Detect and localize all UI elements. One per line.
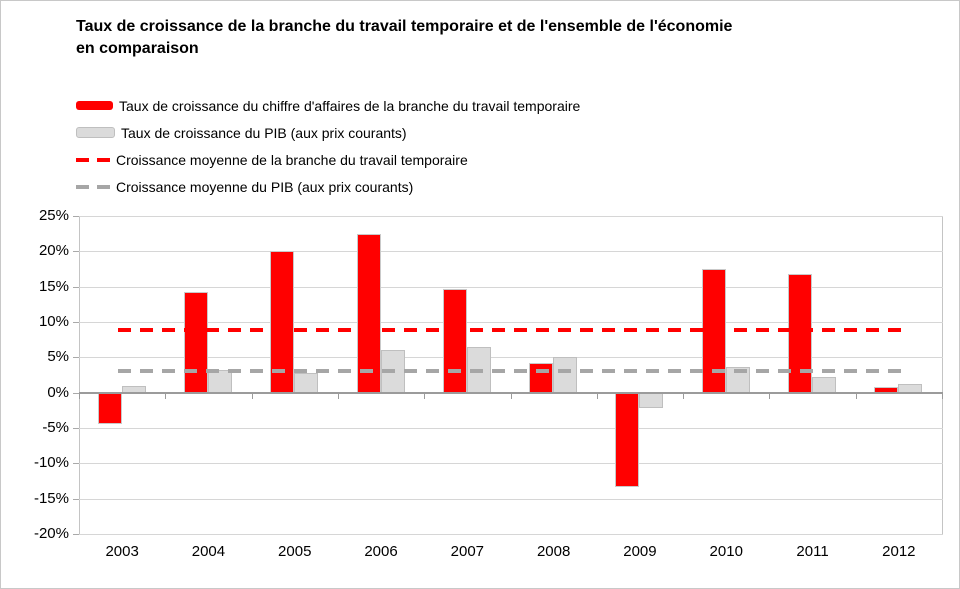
bar-temp-2009 (615, 392, 640, 488)
bar-temp-2007 (442, 289, 467, 393)
gray-dash-swatch-icon (76, 184, 110, 189)
y-axis-label: -15% (33, 489, 69, 507)
y-axis-tick (73, 392, 79, 394)
gridline (79, 322, 943, 323)
legend-label: Taux de croissance du PIB (aux prix cour… (121, 124, 407, 141)
gridline (79, 498, 943, 500)
x-axis-label-2004: 2004 (191, 543, 226, 560)
gridline (79, 357, 943, 359)
legend-label: Taux de croissance du chiffre d'affaires… (119, 97, 581, 114)
x-axis-tick (942, 393, 943, 399)
y-axis-tick (73, 463, 79, 465)
bar-pib-2009 (639, 392, 664, 409)
x-axis-tick (510, 393, 512, 399)
gridline (79, 216, 943, 217)
gridline (79, 251, 943, 253)
chart-legend: Taux de croissance du chiffre d'affaires… (76, 92, 580, 200)
y-axis-tick (73, 216, 79, 217)
bar-temp-2006 (356, 234, 381, 393)
mean-line-pib (118, 369, 902, 374)
red-bar-swatch-icon (76, 101, 113, 110)
bar-temp-2003 (97, 392, 122, 424)
y-axis-tick (73, 286, 79, 288)
x-axis-label-2008: 2008 (536, 543, 571, 560)
legend-item-temp-mean: Croissance moyenne de la branche du trav… (76, 146, 580, 173)
bar-pib-2008 (553, 357, 578, 393)
x-axis-label-2009: 2009 (623, 543, 657, 560)
x-axis-label-2007: 2007 (450, 543, 485, 560)
x-axis-tick (424, 393, 426, 399)
y-axis-tick (73, 357, 79, 359)
x-axis-tick (855, 393, 857, 399)
y-axis-label: 0% (47, 383, 69, 401)
gray-bar-swatch-icon (76, 127, 115, 138)
bar-temp-2004 (183, 292, 208, 393)
y-axis-tick (73, 428, 79, 429)
x-axis-label-2012: 2012 (882, 543, 916, 560)
red-dash-swatch-icon (76, 157, 110, 162)
x-axis-label-2011: 2011 (796, 543, 829, 560)
x-axis-tick (596, 393, 598, 399)
legend-label: Croissance moyenne de la branche du trav… (116, 151, 468, 168)
bar-temp-2011 (788, 273, 813, 393)
gridline (79, 286, 943, 288)
y-axis-label: -20% (33, 525, 69, 542)
x-axis-tick (251, 393, 253, 399)
legend-item-pib-mean: Croissance moyenne du PIB (aux prix cour… (76, 173, 580, 200)
x-axis-tick (165, 393, 167, 399)
x-axis-tick (683, 393, 685, 399)
bar-pib-2011 (812, 377, 837, 393)
y-axis-label: 15% (38, 277, 69, 295)
legend-item-pib-bars: Taux de croissance du PIB (aux prix cour… (76, 119, 580, 146)
y-axis-label: -5% (42, 419, 69, 436)
y-axis-label: 20% (38, 242, 69, 260)
x-axis-tick (337, 393, 339, 399)
gridline (79, 463, 943, 465)
gridline (79, 534, 943, 535)
legend-label: Croissance moyenne du PIB (aux prix cour… (116, 178, 414, 195)
x-axis-tick (769, 393, 771, 399)
y-axis-tick (73, 322, 79, 323)
y-axis-tick (73, 534, 79, 535)
y-axis-tick (73, 498, 79, 500)
legend-item-temp-bars: Taux de croissance du chiffre d'affaires… (76, 92, 580, 119)
y-axis-label: -10% (33, 454, 69, 472)
y-axis-tick (73, 251, 79, 253)
gridline (79, 428, 943, 429)
axis-zero-line (79, 391, 943, 394)
mean-line-temp (118, 328, 902, 333)
x-axis-label-2005: 2005 (278, 543, 312, 560)
plot-frame-left (79, 216, 80, 534)
bar-temp-2008 (529, 362, 554, 393)
x-axis-label-2006: 2006 (364, 543, 398, 560)
y-axis-label: 10% (38, 313, 69, 330)
x-axis-label-2003: 2003 (105, 543, 139, 560)
y-axis-label: 25% (38, 207, 69, 224)
y-axis-label: 5% (47, 348, 69, 366)
bar-temp-2005 (270, 251, 295, 393)
x-axis-label-2010: 2010 (709, 543, 743, 560)
plot-frame-right (942, 216, 943, 534)
bar-pib-2005 (294, 372, 319, 393)
chart-title: Taux de croissance de la branche du trav… (76, 18, 733, 57)
x-axis-tick (79, 393, 80, 399)
